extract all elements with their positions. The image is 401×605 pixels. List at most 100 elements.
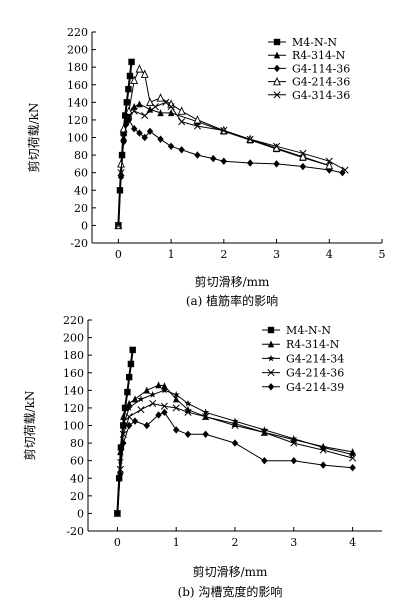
y-tick-label: 120 [63, 402, 84, 415]
legend-marker [267, 383, 275, 391]
figure-caption: (b) 沟槽宽度的影响 [178, 584, 283, 599]
y-tick-label: 100 [67, 132, 88, 145]
data-point [172, 404, 180, 412]
data-point [194, 151, 201, 159]
data-point [117, 470, 124, 478]
data-point [125, 373, 133, 381]
data-point [125, 399, 133, 407]
x-tick-label: 3 [273, 248, 280, 261]
data-point [260, 428, 268, 437]
y-tick-label: 20 [70, 490, 84, 503]
x-tick-label: 4 [326, 248, 333, 261]
data-point [178, 118, 186, 126]
data-point [143, 421, 150, 430]
data-point [231, 439, 239, 447]
data-point [193, 115, 202, 124]
data-point [184, 399, 192, 407]
legend-item: G4-214-36 [268, 76, 350, 89]
legend-marker [273, 38, 281, 46]
data-point [299, 162, 307, 171]
y-tick-label: 80 [70, 437, 84, 450]
data-point [141, 133, 148, 142]
data-point [261, 456, 268, 465]
data-point [341, 166, 349, 174]
data-point [156, 93, 165, 102]
data-point [146, 97, 154, 106]
data-point [131, 395, 139, 403]
legend-marker [267, 326, 275, 334]
data-point [126, 72, 134, 80]
data-point [128, 58, 135, 66]
data-point [119, 421, 127, 429]
legend-item: G4-214-39 [262, 381, 344, 394]
data-point [325, 160, 334, 170]
data-point [348, 450, 357, 458]
data-point [349, 454, 357, 462]
y-axis-label: 剪切荷载/kN [22, 391, 37, 461]
legend-item: G4-214-34 [262, 352, 344, 365]
data-point [319, 446, 327, 454]
data-point [136, 100, 143, 108]
legend-marker [273, 76, 281, 86]
y-tick-label: 180 [67, 61, 88, 74]
data-point [120, 413, 127, 420]
legend-marker [267, 369, 275, 377]
data-point [114, 221, 122, 229]
x-tick-label: 2 [232, 536, 239, 549]
series-G4-214-39 [114, 408, 356, 518]
data-point [157, 135, 164, 143]
data-point [146, 127, 154, 136]
data-point [160, 402, 168, 410]
data-point [122, 112, 129, 119]
data-point [141, 111, 149, 120]
y-tick-label: -20 [70, 237, 88, 250]
x-axis-label: 剪切滑移/mm [195, 274, 270, 289]
x-tick-label: 0 [114, 536, 121, 549]
data-point [157, 109, 164, 117]
data-point [220, 126, 228, 135]
y-axis-label: 剪切荷载/kN [26, 103, 41, 173]
data-point [124, 388, 131, 396]
y-tick-label: 40 [70, 472, 84, 485]
data-point [173, 395, 180, 403]
data-point [162, 98, 170, 106]
data-point [290, 439, 298, 447]
data-point [125, 85, 132, 93]
data-point [325, 157, 333, 165]
y-tick-label: 60 [74, 167, 88, 180]
y-tick-label: 200 [63, 332, 84, 345]
legend-label: M4-N-N [292, 36, 337, 49]
y-tick-label: -20 [66, 525, 84, 538]
data-point [161, 408, 168, 417]
data-point [299, 149, 307, 157]
data-point [167, 103, 175, 111]
data-point [140, 69, 149, 78]
legend-label: R4-314-N [292, 49, 346, 62]
series-line [117, 101, 346, 226]
data-point [155, 381, 162, 389]
data-point [290, 434, 298, 442]
data-point [123, 99, 130, 106]
y-tick-label: 200 [67, 44, 88, 57]
data-point [137, 395, 145, 403]
data-point [210, 154, 217, 163]
x-axis-label: 剪切滑移/mm [193, 564, 268, 579]
chart-panel-b: -20 0 20 40 60 80 100 120 140 160 180 200 220 0 1 2 3 4 剪切… [22, 314, 382, 599]
data-point [131, 417, 139, 425]
legend-marker [267, 354, 275, 362]
data-point [117, 169, 125, 177]
data-point [149, 390, 157, 398]
y-tick-label: 180 [63, 349, 84, 362]
data-point [130, 125, 138, 133]
data-point [155, 411, 162, 419]
y-tick-label: 20 [74, 202, 88, 215]
data-point [127, 360, 135, 368]
y-tick-label: 120 [67, 114, 88, 127]
data-point [290, 456, 297, 465]
data-point [178, 146, 185, 154]
y-tick-label: 140 [63, 384, 84, 397]
data-point [149, 399, 157, 408]
data-point [184, 408, 192, 416]
legend-label: G4-214-34 [286, 352, 344, 365]
data-point [161, 382, 168, 390]
